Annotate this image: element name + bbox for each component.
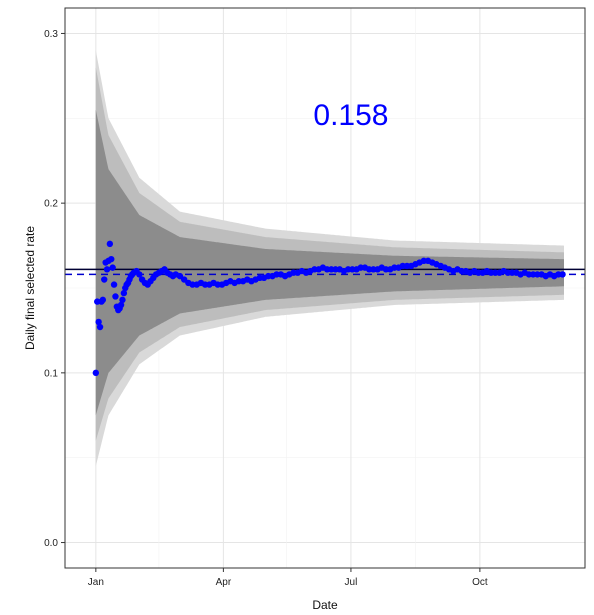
y-tick-label: 0.3 <box>44 29 58 40</box>
confidence-bands <box>95 50 565 467</box>
data-point <box>110 281 118 288</box>
data-point <box>117 301 125 309</box>
y-tick-label: 0.2 <box>44 199 58 210</box>
data-point <box>99 296 107 304</box>
x-tick-label: Jan <box>88 577 104 588</box>
data-point <box>559 271 566 278</box>
data-point <box>112 293 119 300</box>
x-tick-label: Oct <box>472 577 488 588</box>
data-points <box>92 240 566 377</box>
data-point <box>119 296 126 304</box>
data-point <box>101 276 108 283</box>
plot-panel-border <box>64 7 586 569</box>
annotation-value: 0.158 <box>313 99 388 132</box>
data-point <box>95 318 102 326</box>
data-point <box>109 264 116 271</box>
data-point <box>92 369 100 377</box>
x-axis-ticks: Jan Apr Jul Oct <box>88 568 488 588</box>
y-axis-title: Daily final selected rate <box>23 226 37 350</box>
x-axis-title: Date <box>312 598 338 612</box>
data-point <box>96 323 104 331</box>
data-point <box>136 271 143 278</box>
inner-band <box>95 109 565 416</box>
x-tick-label: Apr <box>216 577 232 588</box>
y-tick-label: 0.1 <box>44 368 58 379</box>
data-point <box>108 255 115 263</box>
y-tick-label: 0.0 <box>44 538 58 549</box>
y-axis-ticks: 0.0 0.1 0.2 0.3 <box>44 29 65 549</box>
data-point <box>106 240 114 248</box>
data-point <box>103 266 111 273</box>
x-tick-label: Jul <box>345 577 358 588</box>
data-point <box>120 289 128 297</box>
